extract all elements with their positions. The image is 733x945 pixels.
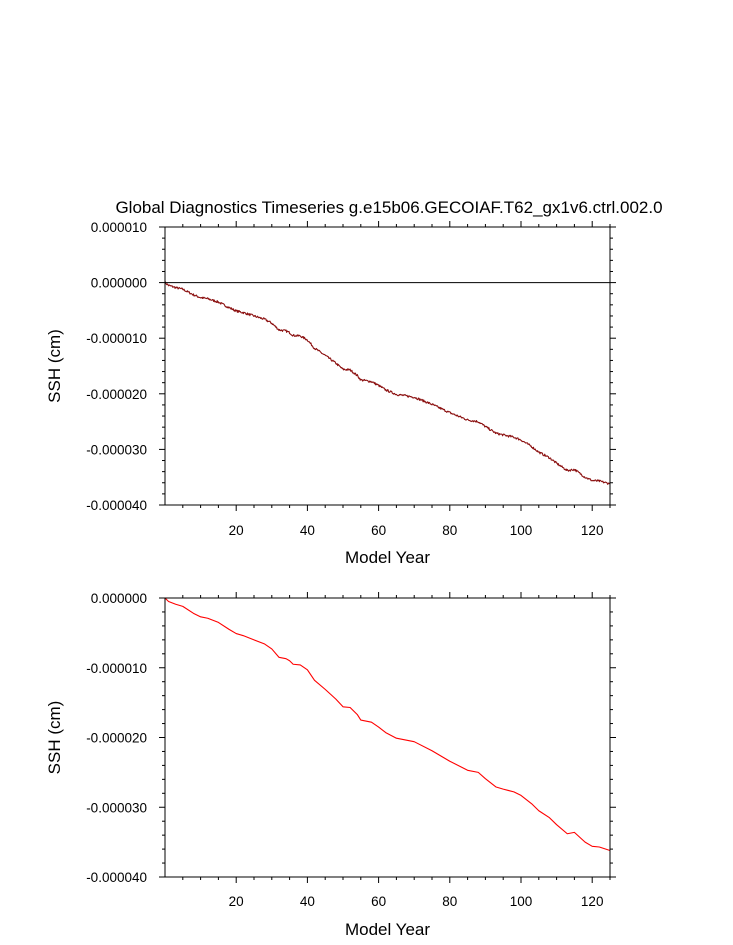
x-tick-label: 20	[229, 894, 244, 909]
y-tick-label: -0.000010	[86, 331, 147, 346]
top-panel-ticks	[159, 221, 616, 511]
y-axis-title: SSH (cm)	[45, 701, 64, 775]
y-tick-label: -0.000020	[86, 731, 147, 746]
x-tick-label: 80	[442, 894, 457, 909]
bottom-panel-series	[164, 597, 611, 852]
x-axis-title: Model Year	[345, 548, 430, 567]
y-axis-title: SSH (cm)	[45, 329, 64, 403]
x-tick-label: 120	[581, 894, 604, 909]
y-tick-label: -0.000030	[86, 442, 147, 457]
series-line	[164, 597, 611, 852]
bottom-panel-ticks	[159, 592, 616, 883]
bottom-panel-y-tick-labels: 0.000000 -0.000010 -0.000020 -0.000030 -…	[86, 591, 147, 885]
x-tick-label: 40	[300, 894, 315, 909]
x-tick-label: 100	[510, 894, 533, 909]
y-tick-label: 0.000010	[91, 220, 147, 235]
y-tick-label: -0.000030	[86, 800, 147, 815]
y-tick-label: 0.000000	[91, 276, 147, 291]
y-tick-label: -0.000020	[86, 387, 147, 402]
x-tick-label: 100	[510, 523, 533, 538]
x-tick-label: 20	[229, 523, 244, 538]
top-panel: Global Diagnostics Timeseries g.e15b06.G…	[45, 198, 663, 567]
y-tick-label: -0.000040	[86, 498, 147, 513]
top-panel-series	[164, 281, 611, 485]
top-panel-y-tick-labels: 0.000010 0.000000 -0.000010 -0.000020 -0…	[86, 220, 147, 513]
bottom-panel-x-tick-labels: 20 40 60 80 100 120	[229, 894, 604, 909]
x-tick-label: 60	[371, 894, 386, 909]
x-tick-label: 80	[442, 523, 457, 538]
series-line	[164, 281, 611, 485]
y-tick-label: -0.000010	[86, 661, 147, 676]
x-tick-label: 40	[300, 523, 315, 538]
plot-frame	[164, 226, 611, 506]
y-tick-label: -0.000040	[86, 870, 147, 885]
x-axis-title: Model Year	[345, 920, 430, 939]
x-tick-label: 120	[581, 523, 604, 538]
top-panel-x-tick-labels: 20 40 60 80 100 120	[229, 523, 604, 538]
plot-frame	[164, 597, 611, 878]
chart-title: Global Diagnostics Timeseries g.e15b06.G…	[115, 198, 662, 217]
y-tick-label: 0.000000	[91, 591, 147, 606]
bottom-panel: 0.000000 -0.000010 -0.000020 -0.000030 -…	[45, 591, 616, 939]
x-tick-label: 60	[371, 523, 386, 538]
